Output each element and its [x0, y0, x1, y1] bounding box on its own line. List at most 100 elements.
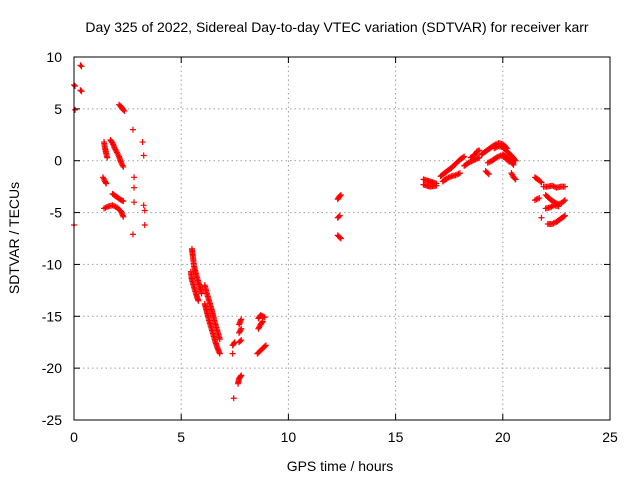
- data-point: [560, 213, 567, 220]
- plot-frame: [73, 56, 611, 421]
- data-point: [560, 198, 567, 205]
- y-tick-label: 5: [54, 101, 62, 117]
- data-point: [484, 170, 491, 177]
- data-point: [337, 191, 344, 198]
- data-point: [238, 325, 245, 332]
- data-point: [119, 162, 126, 169]
- data-point: [78, 63, 85, 70]
- data-point: [335, 213, 342, 220]
- data-point: [512, 157, 519, 164]
- data-point: [77, 62, 84, 69]
- data-point: [104, 154, 111, 161]
- x-tick-label: 25: [602, 429, 618, 445]
- data-point: [141, 222, 148, 229]
- y-tick-label: -20: [42, 360, 62, 376]
- data-point: [262, 342, 269, 349]
- data-point: [454, 171, 461, 178]
- data-point: [261, 343, 268, 350]
- data-point: [120, 198, 127, 205]
- data-point: [237, 373, 244, 380]
- x-tick-label: 15: [388, 429, 404, 445]
- data-point: [103, 180, 110, 187]
- data-point: [238, 372, 245, 379]
- data-point: [336, 192, 343, 199]
- data-point: [131, 174, 138, 181]
- y-tick-label: 0: [54, 153, 62, 169]
- gridlines: [74, 57, 610, 420]
- data-point: [461, 153, 468, 160]
- data-point: [229, 350, 236, 357]
- data-point: [230, 395, 237, 402]
- data-point: [120, 163, 127, 170]
- y-tick-label: -10: [42, 256, 62, 272]
- data-point: [537, 178, 544, 185]
- data-point: [561, 183, 568, 190]
- data-point: [131, 199, 138, 206]
- data-point: [195, 297, 202, 304]
- data-point: [550, 183, 557, 190]
- data-point: [536, 195, 543, 202]
- data-point: [231, 340, 238, 347]
- x-axis-label: GPS time / hours: [287, 458, 394, 474]
- y-tick-label: -5: [50, 205, 63, 221]
- data-point: [337, 235, 344, 242]
- data-point: [336, 212, 343, 219]
- data-point: [555, 203, 562, 210]
- data-point: [72, 106, 79, 113]
- data-point: [120, 106, 127, 113]
- y-tick-label: -15: [42, 308, 62, 324]
- data-point: [77, 87, 84, 94]
- axis-ticks: 0 5 10 15 20 25 10 5 0 -5 -10 -15 -20 -25: [42, 49, 618, 445]
- data-point: [433, 182, 440, 189]
- x-tick-label: 10: [281, 429, 297, 445]
- data-points: [71, 62, 568, 402]
- x-tick-label: 0: [70, 429, 78, 445]
- data-point: [237, 338, 244, 345]
- data-point: [509, 160, 516, 167]
- data-point: [78, 88, 85, 95]
- data-point: [198, 290, 205, 297]
- data-point: [131, 184, 138, 191]
- y-tick-label: 10: [46, 49, 62, 65]
- data-point: [534, 195, 541, 202]
- data-point: [139, 139, 146, 146]
- data-point: [476, 147, 483, 154]
- data-point: [510, 161, 517, 168]
- chart-title: Day 325 of 2022, Sidereal Day-to-day VTE…: [85, 19, 588, 35]
- data-point: [121, 107, 128, 114]
- data-point: [258, 319, 265, 326]
- data-point: [538, 179, 545, 186]
- data-point: [476, 154, 483, 161]
- data-point: [485, 171, 492, 178]
- data-point: [456, 170, 463, 177]
- data-point: [140, 152, 147, 159]
- data-point: [129, 126, 136, 133]
- data-point: [511, 175, 518, 182]
- data-point: [141, 207, 148, 214]
- data-point: [237, 327, 244, 334]
- data-point: [238, 337, 245, 344]
- data-point: [548, 203, 555, 210]
- data-point: [538, 214, 545, 221]
- data-point: [120, 213, 127, 220]
- data-point: [236, 328, 243, 335]
- data-point: [336, 234, 343, 241]
- data-point: [103, 204, 110, 211]
- data-point: [511, 156, 518, 163]
- data-point: [561, 197, 568, 204]
- y-tick-label: -25: [42, 412, 62, 428]
- data-point: [512, 176, 519, 183]
- x-tick-label: 20: [495, 429, 511, 445]
- data-point: [561, 212, 568, 219]
- data-point: [216, 336, 223, 343]
- x-tick-label: 5: [177, 429, 185, 445]
- data-point: [259, 318, 266, 325]
- data-point: [129, 231, 136, 238]
- data-point: [115, 152, 122, 159]
- data-point: [533, 196, 540, 203]
- data-point: [72, 83, 79, 90]
- data-point: [261, 314, 268, 321]
- data-point: [216, 350, 223, 357]
- data-point: [238, 316, 245, 323]
